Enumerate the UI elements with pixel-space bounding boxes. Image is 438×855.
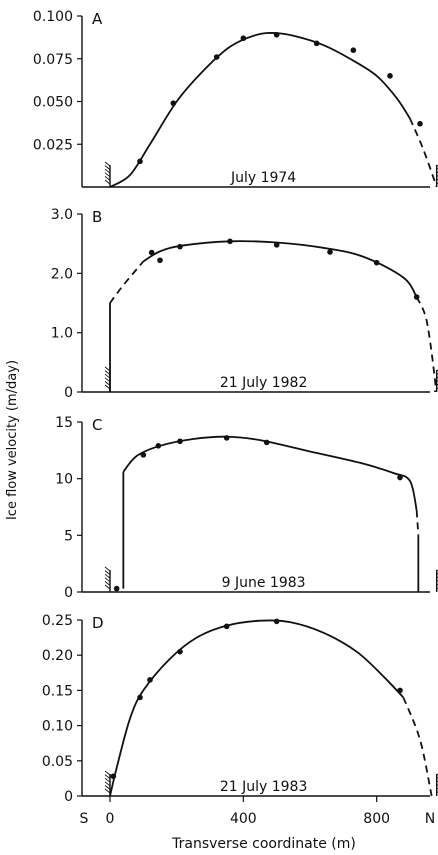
y-tick-label: 0.25: [42, 613, 73, 629]
x-tick-label: 0: [106, 811, 115, 827]
y-tick-label: 0: [64, 585, 73, 601]
x-tick-label: 800: [363, 811, 390, 827]
data-point: [177, 648, 183, 655]
data-point: [157, 257, 163, 264]
data-point: [137, 158, 143, 165]
y-tick-label: 0.050: [33, 95, 73, 111]
panel-date-label: 21 July 1982: [220, 375, 308, 391]
y-axis-label: Ice flow velocity (m/day): [5, 360, 20, 520]
data-point: [327, 249, 333, 255]
y-tick-label: 0: [64, 789, 73, 805]
data-point: [397, 474, 403, 481]
data-point: [417, 120, 423, 127]
data-point: [387, 73, 393, 79]
y-tick-label: 0.100: [33, 9, 73, 25]
panel-d: 0.25 0.20 0.15 0.10 0.05 0 D 21 July 1983: [42, 613, 438, 805]
data-point: [373, 259, 380, 266]
panel-a: 0.100 0.075 0.050 0.025 A July 1974: [33, 9, 438, 188]
glacier-wall-south: [104, 566, 111, 592]
y-tick-label: 3.0: [51, 207, 73, 223]
panel-letter: D: [92, 614, 104, 632]
panel-date-label: 21 July 1983: [220, 779, 308, 795]
x-tick-label: 400: [230, 811, 257, 827]
y-tick-label: 1.0: [51, 326, 73, 342]
velocity-curve-extrapolated: [415, 510, 420, 536]
y-tick-label: 2.0: [51, 266, 73, 282]
data-point: [170, 100, 177, 107]
data-point: [177, 243, 183, 250]
glacier-wall-south: [104, 770, 111, 796]
y-tick-label: 10: [55, 472, 73, 488]
data-point: [223, 623, 230, 630]
data-point: [110, 773, 117, 780]
data-point: [273, 242, 280, 248]
data-point: [227, 238, 233, 245]
panel-date-label: 9 June 1983: [222, 575, 306, 591]
data-point: [273, 32, 280, 38]
data-point: [140, 452, 147, 458]
y-tick-label: 0.20: [42, 648, 73, 664]
y-tick-label: 0.10: [42, 719, 73, 735]
velocity-curve-extrapolated: [402, 697, 433, 797]
x-ticks: 0 400 800: [106, 796, 390, 827]
panel-b: 3.0 2.0 1.0 0 B 21 July 1982: [51, 207, 438, 401]
panel-c: 15 10 5 0 C 9 June 1983: [55, 415, 438, 601]
data-point: [263, 439, 270, 446]
data-point: [147, 677, 153, 683]
y-tick-label: 0.025: [33, 137, 73, 153]
velocity-curve-extrapolated: [409, 118, 438, 188]
data-point: [137, 694, 143, 701]
y-tick-label: 0.15: [42, 683, 73, 699]
data-point: [148, 249, 155, 256]
y-tick-label: 0.075: [33, 52, 73, 68]
y-tick-label: 0.05: [42, 754, 73, 770]
data-point: [397, 687, 403, 694]
data-point: [223, 435, 230, 441]
edge-label-south: S: [80, 811, 89, 827]
y-tick-label: 15: [55, 415, 73, 431]
y-tick-label: 0: [64, 385, 73, 401]
data-point: [350, 47, 357, 53]
data-point: [240, 35, 247, 42]
panel-letter: A: [92, 10, 103, 28]
velocity-curve: [122, 435, 418, 511]
panel-letter: B: [92, 208, 102, 226]
panel-date-label: July 1974: [230, 170, 296, 186]
data-point: [113, 585, 120, 592]
velocity-curve-extrapolated: [415, 296, 437, 393]
velocity-curve: [142, 240, 418, 298]
glacier-wall-south: [104, 161, 111, 187]
velocity-curve: [109, 619, 404, 797]
panel-letter: C: [92, 416, 102, 434]
x-axis-label: Transverse coordinate (m): [171, 836, 356, 852]
data-point: [413, 294, 420, 300]
data-point: [213, 54, 220, 60]
edge-label-north: N: [425, 811, 435, 827]
data-point: [155, 443, 162, 449]
data-point: [177, 438, 183, 445]
velocity-curve: [109, 32, 411, 188]
data-point: [273, 618, 280, 625]
data-point: [313, 40, 320, 47]
velocity-curve-extrapolated: [109, 260, 145, 304]
y-tick-label: 5: [64, 528, 73, 544]
